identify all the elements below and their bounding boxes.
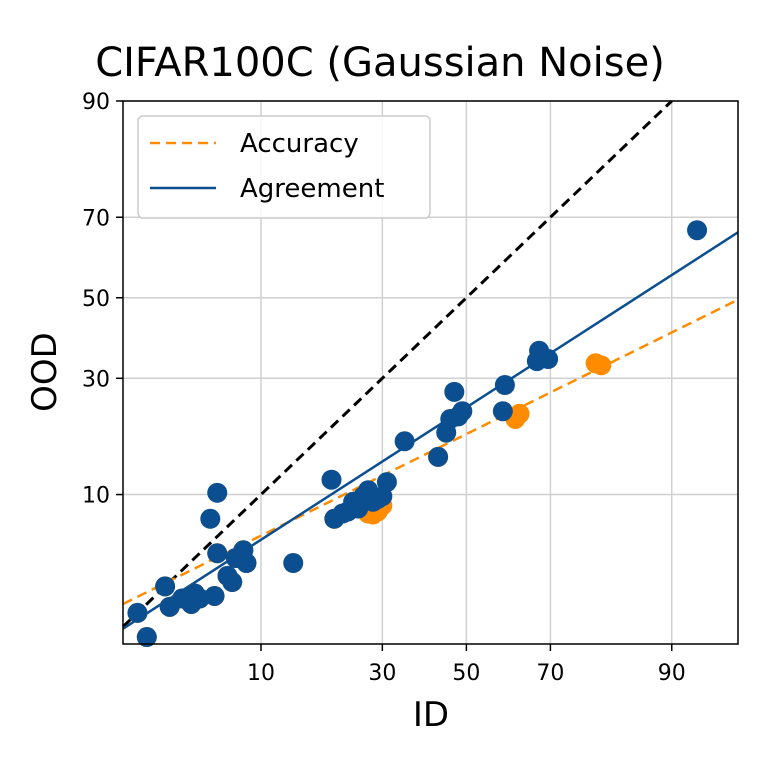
agreement-point	[207, 482, 228, 503]
legend: Accuracy Agreement	[137, 115, 431, 219]
plot-frame	[122, 100, 739, 645]
agreement-point	[207, 543, 228, 564]
legend-label-accuracy: Accuracy	[240, 129, 359, 159]
y-tick-label: 70	[82, 206, 110, 231]
agreement-point	[428, 446, 449, 467]
x-axis-label: ID	[413, 695, 449, 735]
chart-title: CIFAR100C (Gaussian Noise)	[95, 40, 665, 86]
y-tick-label: 10	[82, 484, 110, 509]
agreement-point	[687, 220, 708, 241]
agreement-point	[136, 627, 157, 648]
y-ticks: 10 30 50 70 90	[82, 90, 123, 509]
agreement-points	[127, 220, 708, 648]
y-tick-label: 30	[82, 367, 110, 392]
legend-label-agreement: Agreement	[240, 174, 384, 204]
accuracy-point	[591, 355, 612, 376]
x-tick-label: 70	[536, 661, 564, 686]
legend-box	[137, 115, 431, 219]
y-tick-label: 90	[82, 90, 110, 115]
y-tick-label: 50	[82, 287, 110, 312]
agreement-point	[492, 401, 513, 422]
agreement-point	[204, 585, 225, 606]
x-tick-label: 30	[368, 661, 396, 686]
agreement-point	[155, 576, 176, 597]
agreement-point	[394, 431, 415, 452]
y-axis-label: OOD	[25, 332, 65, 412]
agreement-point	[452, 401, 473, 422]
agreement-point	[283, 553, 304, 574]
agreement-point	[189, 588, 210, 609]
x-ticks: 10 30 50 70 90	[247, 644, 686, 686]
agreement-fit-line	[122, 231, 739, 630]
agreement-point	[444, 381, 465, 402]
agreement-point	[236, 553, 257, 574]
x-tick-label: 90	[658, 661, 686, 686]
agreement-point	[200, 508, 221, 529]
x-tick-label: 10	[247, 661, 275, 686]
identity-line	[121, 99, 673, 628]
agreement-point	[494, 374, 515, 395]
x-tick-label: 50	[452, 661, 480, 686]
accuracy-point	[509, 403, 530, 424]
agreement-point	[321, 469, 342, 490]
agreement-point	[127, 602, 148, 623]
agreement-point	[376, 472, 397, 493]
agreement-point	[222, 572, 243, 593]
agreement-point	[538, 349, 559, 370]
